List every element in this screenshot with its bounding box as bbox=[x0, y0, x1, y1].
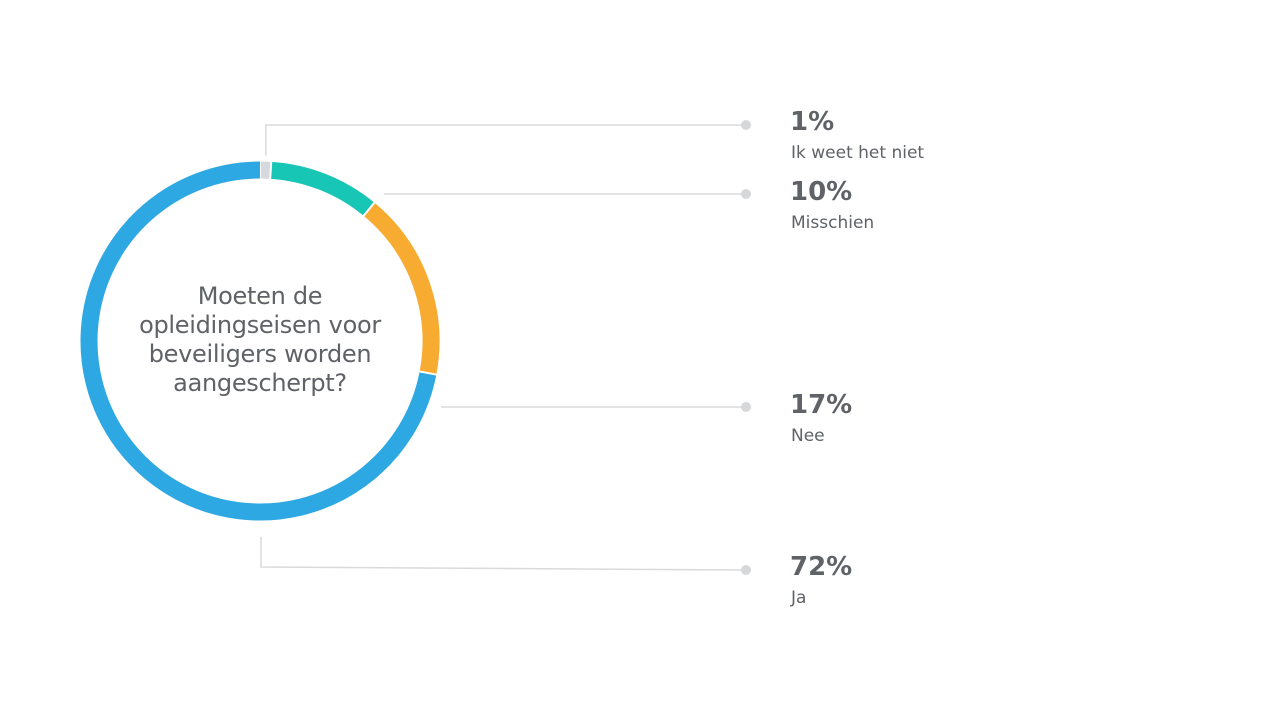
chart-title: Moeten de opleidingseisen voor beveilige… bbox=[120, 282, 400, 398]
leader-line-ja bbox=[260, 537, 747, 571]
leader-dot-ja bbox=[741, 565, 751, 575]
category-label-ik-weet-het-niet: Ik weet het niet bbox=[791, 143, 925, 163]
slice-nee bbox=[363, 202, 440, 375]
value-label-ik-weet-het-niet: 1% bbox=[790, 107, 835, 137]
category-label-ja: Ja bbox=[791, 588, 807, 608]
category-label-misschien: Misschien bbox=[791, 213, 875, 233]
leader-dot-misschien bbox=[741, 189, 751, 199]
category-label-nee: Nee bbox=[791, 426, 825, 446]
chart-title-line: aangescherpt? bbox=[173, 369, 347, 397]
leader-dot-nee bbox=[741, 402, 751, 412]
value-label-misschien: 10% bbox=[790, 177, 853, 207]
value-label-ja: 72% bbox=[790, 552, 853, 582]
slice-separator bbox=[269, 160, 273, 180]
leader-dot-ik-weet-het-niet bbox=[741, 120, 751, 130]
chart-title-line: Moeten de bbox=[197, 282, 323, 310]
donut-slices bbox=[80, 160, 440, 521]
slice-separator bbox=[418, 370, 438, 376]
leader-line-ik-weet-het-niet bbox=[265, 124, 746, 156]
chart-title-line: opleidingseisen voor bbox=[139, 311, 381, 339]
slice-ja bbox=[80, 161, 437, 521]
chart-title-line: beveiligers worden bbox=[148, 340, 372, 368]
slice-misschien bbox=[270, 161, 375, 216]
leader-lines bbox=[260, 120, 751, 575]
slice-separator bbox=[362, 201, 376, 218]
value-label-nee: 17% bbox=[790, 390, 853, 420]
